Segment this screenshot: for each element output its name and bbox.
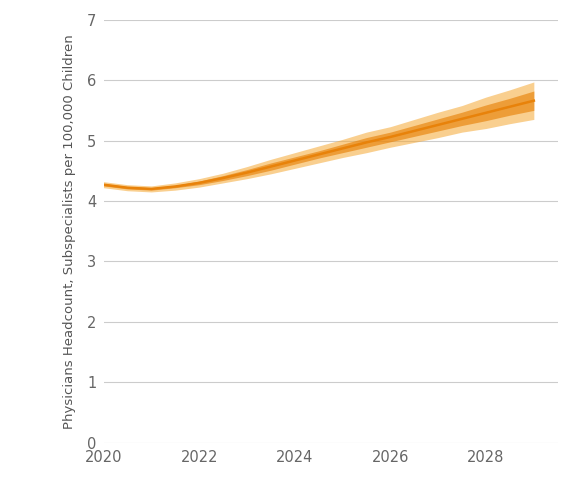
Y-axis label: Physicians Headcount, Subspecialists per 100,000 Children: Physicians Headcount, Subspecialists per… [63,34,76,429]
